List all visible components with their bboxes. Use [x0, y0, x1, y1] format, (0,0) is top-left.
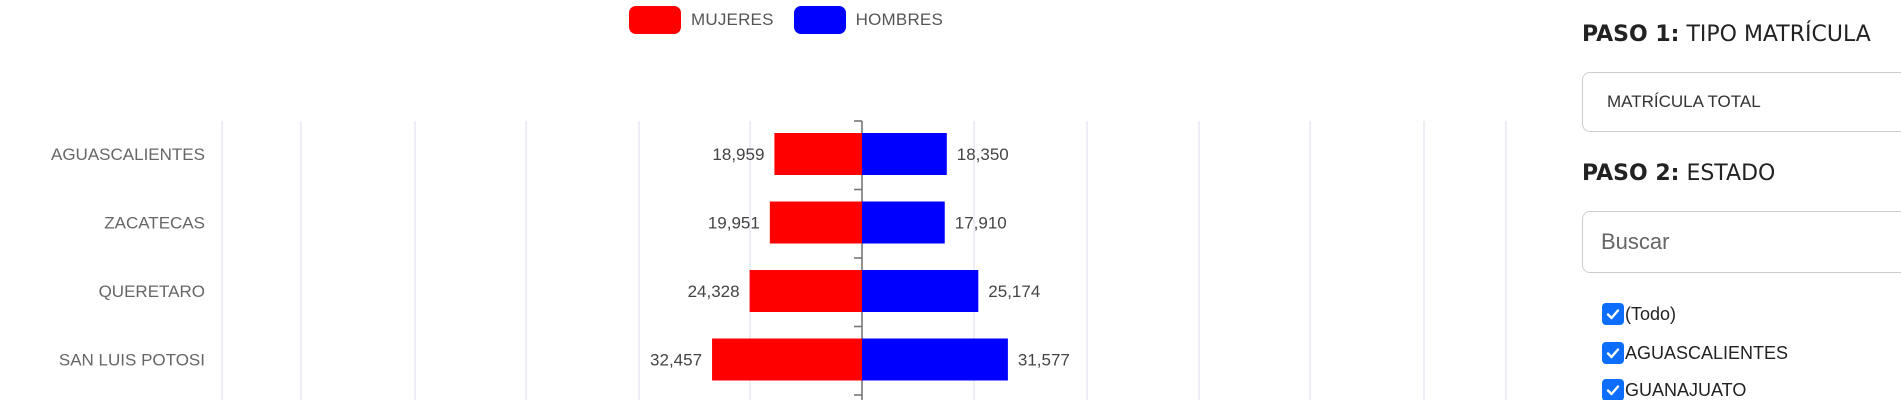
category-label-2: QUERETARO [99, 282, 205, 301]
checkbox-row-todo[interactable]: (Todo) [1602, 303, 1676, 325]
checkbox-todo[interactable] [1602, 303, 1624, 325]
value-label-mujeres-2: 24,328 [688, 282, 740, 301]
checkbox-row-aguascalientes[interactable]: AGUASCALIENTES [1602, 342, 1788, 364]
legend-swatch-mujeres [629, 6, 681, 34]
filter-panel: PASO 1: TIPO MATRÍCULA MATRÍCULA TOTAL P… [1582, 0, 1901, 400]
bar-mujeres-0 [774, 133, 862, 175]
bar-hombres-3 [862, 338, 1008, 381]
bar-hombres-1 [862, 201, 945, 244]
value-label-mujeres-0: 18,959 [712, 145, 764, 164]
matricula-type-select[interactable]: MATRÍCULA TOTAL [1582, 72, 1901, 132]
bar-mujeres-1 [769, 201, 862, 244]
checkbox-guanajuato[interactable] [1602, 379, 1624, 400]
estado-search-field[interactable] [1582, 211, 1901, 273]
value-label-mujeres-3: 32,457 [650, 351, 702, 370]
bar-mujeres-2 [749, 270, 862, 312]
checkbox-label-guanajuato: GUANAJUATO [1625, 379, 1747, 400]
estado-search-input[interactable] [1601, 229, 1881, 255]
step1-heading-strong: PASO 1: [1582, 22, 1680, 47]
bar-hombres-0 [862, 133, 947, 175]
check-icon [1606, 348, 1620, 359]
legend-label-mujeres: MUJERES [691, 10, 774, 29]
checkbox-aguascalientes[interactable] [1602, 342, 1624, 364]
value-label-mujeres-1: 19,951 [708, 214, 760, 233]
step2-heading-text: ESTADO [1679, 161, 1776, 186]
value-label-hombres-2: 25,174 [988, 282, 1040, 301]
value-label-hombres-0: 18,350 [957, 145, 1009, 164]
legend-item-hombres[interactable]: HOMBRES [793, 6, 943, 34]
bar-mujeres-3 [712, 338, 862, 381]
checkbox-label-aguascalientes: AGUASCALIENTES [1625, 342, 1789, 363]
category-label-1: ZACATECAS [104, 214, 205, 233]
checkbox-label-todo: (Todo) [1625, 303, 1677, 324]
chart-legend: MUJERES HOMBRES [629, 6, 963, 34]
bar-hombres-2 [862, 270, 979, 312]
step1-heading-text: TIPO MATRÍCULA [1679, 22, 1871, 47]
step1-heading: PASO 1: TIPO MATRÍCULA [1582, 22, 1871, 47]
check-icon [1606, 309, 1620, 320]
matricula-type-value: MATRÍCULA TOTAL [1607, 92, 1761, 111]
checkbox-row-guanajuato[interactable]: GUANAJUATO [1602, 379, 1746, 400]
step2-heading: PASO 2: ESTADO [1582, 161, 1775, 186]
check-icon [1606, 385, 1620, 396]
population-pyramid-chart: AGUASCALIENTES 18,959 18,350 ZACATECAS 19,95… [51, 120, 1507, 400]
legend-swatch-hombres [793, 6, 846, 34]
step2-heading-strong: PASO 2: [1582, 161, 1680, 186]
legend-item-mujeres[interactable]: MUJERES [629, 6, 774, 34]
value-label-hombres-3: 31,577 [1018, 351, 1070, 370]
category-label-3: SAN LUIS POTOSI [59, 351, 205, 370]
legend-label-hombres: HOMBRES [855, 10, 943, 29]
value-label-hombres-1: 17,910 [955, 214, 1007, 233]
category-label-0: AGUASCALIENTES [51, 145, 205, 164]
